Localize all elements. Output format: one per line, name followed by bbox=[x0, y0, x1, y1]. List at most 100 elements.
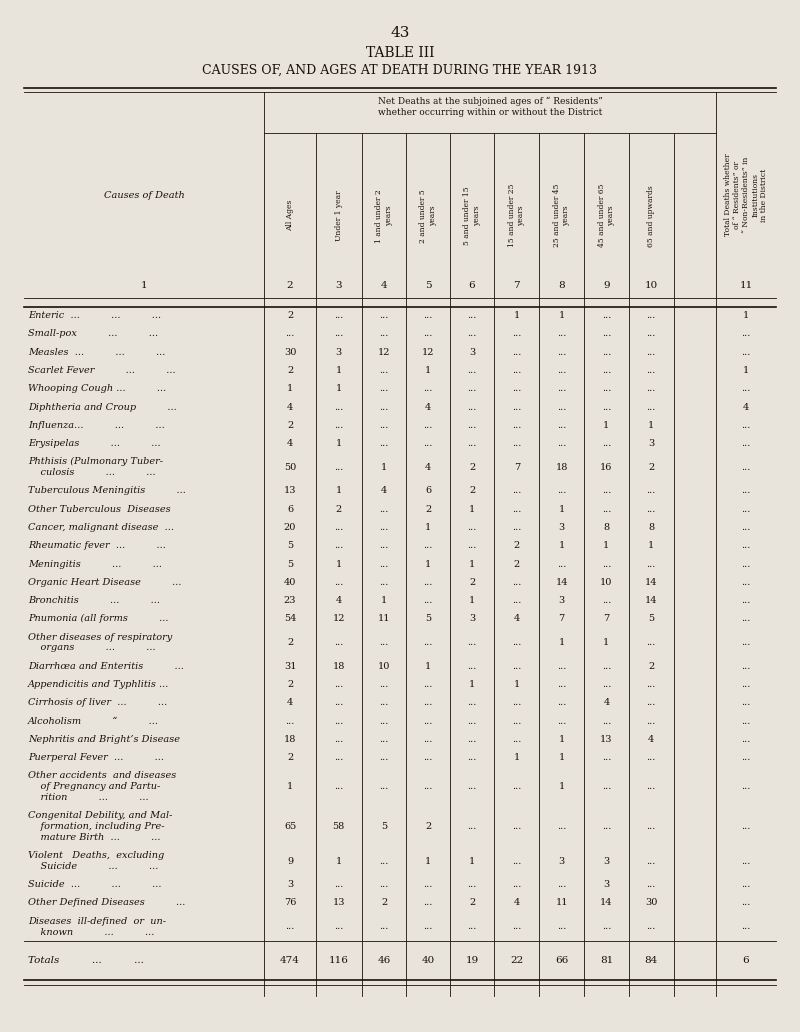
Text: Suicide          ...          ...: Suicide ... ... bbox=[28, 862, 158, 871]
Text: 14: 14 bbox=[600, 899, 613, 907]
Text: ...: ... bbox=[423, 899, 433, 907]
Text: ...: ... bbox=[334, 638, 343, 647]
Text: 3: 3 bbox=[558, 596, 565, 605]
Text: 2: 2 bbox=[381, 899, 387, 907]
Text: ...: ... bbox=[602, 716, 611, 725]
Text: 1: 1 bbox=[469, 857, 475, 866]
Text: ...: ... bbox=[423, 716, 433, 725]
Text: ...: ... bbox=[379, 880, 389, 890]
Text: 25 and under 45
years: 25 and under 45 years bbox=[553, 184, 570, 248]
Text: Other Tuberculous  Diseases: Other Tuberculous Diseases bbox=[28, 505, 170, 514]
Text: 9: 9 bbox=[603, 281, 610, 290]
Text: 30: 30 bbox=[284, 348, 296, 357]
Text: 12: 12 bbox=[333, 614, 345, 623]
Text: 1: 1 bbox=[558, 753, 565, 762]
Text: ...: ... bbox=[379, 384, 389, 393]
Text: ...: ... bbox=[379, 735, 389, 744]
Text: ...: ... bbox=[467, 329, 477, 338]
Text: ...: ... bbox=[423, 439, 433, 448]
Text: 3: 3 bbox=[648, 439, 654, 448]
Text: 6: 6 bbox=[742, 957, 750, 965]
Text: 6: 6 bbox=[287, 505, 293, 514]
Text: 31: 31 bbox=[284, 662, 296, 671]
Text: ...: ... bbox=[423, 384, 433, 393]
Text: Diarrhœa and Enteritis          ...: Diarrhœa and Enteritis ... bbox=[28, 662, 184, 671]
Text: ...: ... bbox=[334, 735, 343, 744]
Text: ...: ... bbox=[512, 662, 522, 671]
Text: 5: 5 bbox=[381, 823, 387, 831]
Text: 23: 23 bbox=[284, 596, 296, 605]
Text: ...: ... bbox=[742, 384, 750, 393]
Text: ...: ... bbox=[379, 329, 389, 338]
Text: 18: 18 bbox=[555, 462, 568, 472]
Text: ...: ... bbox=[602, 311, 611, 320]
Text: 2: 2 bbox=[336, 505, 342, 514]
Text: 13: 13 bbox=[284, 486, 296, 495]
Text: 1: 1 bbox=[336, 384, 342, 393]
Text: 1: 1 bbox=[469, 559, 475, 569]
Text: ...: ... bbox=[602, 348, 611, 357]
Text: 18: 18 bbox=[333, 662, 345, 671]
Text: ...: ... bbox=[512, 735, 522, 744]
Text: known          ...          ...: known ... ... bbox=[28, 928, 154, 937]
Text: ...: ... bbox=[423, 541, 433, 550]
Text: ...: ... bbox=[557, 329, 566, 338]
Text: rition          ...          ...: rition ... ... bbox=[28, 793, 149, 802]
Text: ...: ... bbox=[379, 311, 389, 320]
Text: ...: ... bbox=[423, 880, 433, 890]
Text: ...: ... bbox=[742, 505, 750, 514]
Text: 1: 1 bbox=[514, 680, 520, 689]
Text: 1: 1 bbox=[287, 782, 293, 792]
Text: ...: ... bbox=[467, 311, 477, 320]
Text: 2: 2 bbox=[287, 421, 293, 429]
Text: ...: ... bbox=[602, 923, 611, 931]
Text: ...: ... bbox=[602, 823, 611, 831]
Text: ...: ... bbox=[557, 823, 566, 831]
Text: 2: 2 bbox=[287, 638, 293, 647]
Text: 45 and under 65
years: 45 and under 65 years bbox=[598, 184, 615, 248]
Text: ...: ... bbox=[512, 329, 522, 338]
Text: ...: ... bbox=[379, 782, 389, 792]
Text: 7: 7 bbox=[514, 462, 520, 472]
Text: ...: ... bbox=[379, 857, 389, 866]
Text: ...: ... bbox=[742, 753, 750, 762]
Text: 1: 1 bbox=[603, 421, 610, 429]
Text: ...: ... bbox=[379, 421, 389, 429]
Text: 1: 1 bbox=[425, 523, 431, 531]
Text: 9: 9 bbox=[287, 857, 293, 866]
Text: ...: ... bbox=[512, 523, 522, 531]
Text: Whooping Cough ...          ...: Whooping Cough ... ... bbox=[28, 384, 166, 393]
Text: 22: 22 bbox=[510, 957, 523, 965]
Text: ...: ... bbox=[467, 823, 477, 831]
Text: Erysipelas          ...          ...: Erysipelas ... ... bbox=[28, 439, 161, 448]
Text: 1: 1 bbox=[648, 421, 654, 429]
Text: ...: ... bbox=[512, 638, 522, 647]
Text: ...: ... bbox=[512, 366, 522, 375]
Text: ...: ... bbox=[557, 421, 566, 429]
Text: ...: ... bbox=[646, 782, 656, 792]
Text: Nephritis and Bright’s Disease: Nephritis and Bright’s Disease bbox=[28, 735, 180, 744]
Text: ...: ... bbox=[646, 857, 656, 866]
Text: ...: ... bbox=[742, 638, 750, 647]
Text: ...: ... bbox=[602, 596, 611, 605]
Text: 40: 40 bbox=[422, 957, 434, 965]
Text: 14: 14 bbox=[645, 578, 658, 587]
Text: ...: ... bbox=[512, 716, 522, 725]
Text: ...: ... bbox=[646, 880, 656, 890]
Text: ...: ... bbox=[646, 329, 656, 338]
Text: 1: 1 bbox=[603, 638, 610, 647]
Text: ...: ... bbox=[602, 662, 611, 671]
Text: ...: ... bbox=[423, 638, 433, 647]
Text: ...: ... bbox=[423, 596, 433, 605]
Text: ...: ... bbox=[742, 680, 750, 689]
Text: 76: 76 bbox=[284, 899, 296, 907]
Text: 1: 1 bbox=[336, 486, 342, 495]
Text: 2: 2 bbox=[469, 899, 475, 907]
Text: ...: ... bbox=[646, 699, 656, 707]
Text: ...: ... bbox=[742, 523, 750, 531]
Text: ...: ... bbox=[742, 614, 750, 623]
Text: ...: ... bbox=[467, 439, 477, 448]
Text: ...: ... bbox=[602, 329, 611, 338]
Text: ...: ... bbox=[467, 662, 477, 671]
Text: ...: ... bbox=[742, 699, 750, 707]
